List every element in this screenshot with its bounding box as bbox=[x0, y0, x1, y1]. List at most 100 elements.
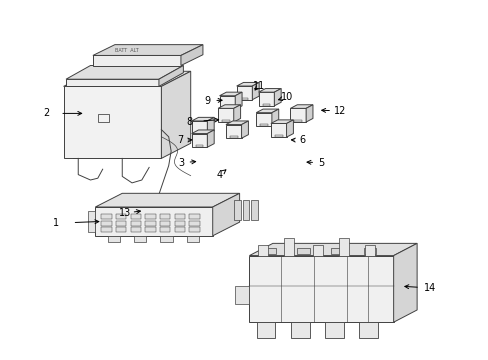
Text: 9: 9 bbox=[204, 96, 210, 106]
Polygon shape bbox=[359, 322, 377, 338]
Polygon shape bbox=[181, 45, 203, 66]
Polygon shape bbox=[270, 120, 293, 123]
Polygon shape bbox=[218, 108, 233, 122]
Polygon shape bbox=[145, 221, 156, 226]
Polygon shape bbox=[222, 120, 229, 122]
Polygon shape bbox=[191, 134, 207, 147]
Polygon shape bbox=[225, 125, 241, 138]
Polygon shape bbox=[130, 221, 141, 226]
Polygon shape bbox=[284, 238, 293, 256]
Text: BATT  ALT: BATT ALT bbox=[115, 48, 139, 53]
Text: 2: 2 bbox=[43, 108, 49, 118]
Polygon shape bbox=[258, 92, 274, 106]
Polygon shape bbox=[242, 200, 249, 220]
Polygon shape bbox=[249, 243, 416, 256]
Text: 1: 1 bbox=[53, 218, 59, 228]
Polygon shape bbox=[107, 236, 120, 242]
Polygon shape bbox=[234, 286, 249, 304]
Polygon shape bbox=[160, 236, 172, 242]
Polygon shape bbox=[312, 245, 322, 256]
Polygon shape bbox=[130, 214, 141, 219]
Polygon shape bbox=[218, 105, 240, 108]
Polygon shape bbox=[130, 228, 141, 232]
Polygon shape bbox=[145, 228, 156, 232]
Polygon shape bbox=[258, 89, 281, 92]
Polygon shape bbox=[363, 248, 375, 254]
Polygon shape bbox=[297, 248, 309, 254]
Polygon shape bbox=[116, 221, 126, 226]
Polygon shape bbox=[270, 123, 286, 137]
Polygon shape bbox=[364, 245, 374, 256]
Polygon shape bbox=[241, 121, 248, 138]
Text: 6: 6 bbox=[299, 135, 305, 145]
Text: 7: 7 bbox=[177, 135, 183, 145]
Polygon shape bbox=[229, 136, 237, 138]
Text: 5: 5 bbox=[318, 158, 324, 168]
Polygon shape bbox=[207, 117, 214, 135]
Polygon shape bbox=[189, 214, 200, 219]
Polygon shape bbox=[251, 200, 258, 220]
Polygon shape bbox=[236, 82, 259, 86]
Polygon shape bbox=[95, 193, 239, 207]
Polygon shape bbox=[66, 79, 159, 86]
Polygon shape bbox=[101, 228, 112, 232]
Polygon shape bbox=[134, 236, 146, 242]
Polygon shape bbox=[262, 104, 270, 106]
Text: 4: 4 bbox=[217, 170, 223, 180]
Polygon shape bbox=[191, 117, 214, 121]
Polygon shape bbox=[290, 322, 309, 338]
Text: 11: 11 bbox=[252, 81, 265, 91]
Polygon shape bbox=[274, 135, 282, 137]
Polygon shape bbox=[325, 322, 343, 338]
Polygon shape bbox=[240, 98, 248, 100]
Polygon shape bbox=[63, 86, 161, 158]
Polygon shape bbox=[93, 55, 181, 66]
Polygon shape bbox=[294, 120, 302, 122]
Polygon shape bbox=[207, 130, 214, 147]
Polygon shape bbox=[233, 105, 240, 122]
Polygon shape bbox=[191, 121, 207, 135]
Polygon shape bbox=[195, 145, 203, 147]
Text: 12: 12 bbox=[333, 106, 346, 116]
Polygon shape bbox=[116, 228, 126, 232]
Polygon shape bbox=[393, 243, 416, 322]
Polygon shape bbox=[252, 82, 259, 100]
Polygon shape bbox=[195, 132, 203, 135]
Polygon shape bbox=[189, 221, 200, 226]
Polygon shape bbox=[191, 130, 214, 134]
Polygon shape bbox=[95, 207, 212, 236]
Polygon shape bbox=[219, 96, 235, 109]
Polygon shape bbox=[160, 228, 170, 232]
Polygon shape bbox=[141, 204, 152, 213]
Polygon shape bbox=[260, 124, 267, 126]
Polygon shape bbox=[101, 214, 112, 219]
Polygon shape bbox=[264, 248, 276, 254]
Polygon shape bbox=[116, 214, 126, 219]
Text: 14: 14 bbox=[423, 283, 436, 293]
Polygon shape bbox=[249, 256, 393, 322]
Polygon shape bbox=[233, 200, 240, 220]
Polygon shape bbox=[93, 45, 203, 55]
Polygon shape bbox=[174, 214, 185, 219]
Polygon shape bbox=[66, 66, 183, 79]
Polygon shape bbox=[258, 245, 267, 256]
Polygon shape bbox=[174, 221, 185, 226]
Polygon shape bbox=[189, 228, 200, 232]
Polygon shape bbox=[101, 221, 112, 226]
Polygon shape bbox=[236, 86, 252, 100]
Polygon shape bbox=[256, 322, 275, 338]
Text: 3: 3 bbox=[178, 158, 183, 168]
Polygon shape bbox=[271, 109, 278, 126]
Text: 13: 13 bbox=[118, 208, 131, 218]
Polygon shape bbox=[160, 221, 170, 226]
Polygon shape bbox=[256, 113, 271, 126]
Polygon shape bbox=[235, 92, 242, 109]
Polygon shape bbox=[290, 108, 305, 122]
Polygon shape bbox=[212, 193, 239, 236]
Polygon shape bbox=[98, 114, 108, 122]
Polygon shape bbox=[186, 236, 199, 242]
Polygon shape bbox=[174, 228, 185, 232]
Polygon shape bbox=[159, 66, 183, 86]
Polygon shape bbox=[338, 238, 348, 256]
Polygon shape bbox=[256, 109, 278, 113]
